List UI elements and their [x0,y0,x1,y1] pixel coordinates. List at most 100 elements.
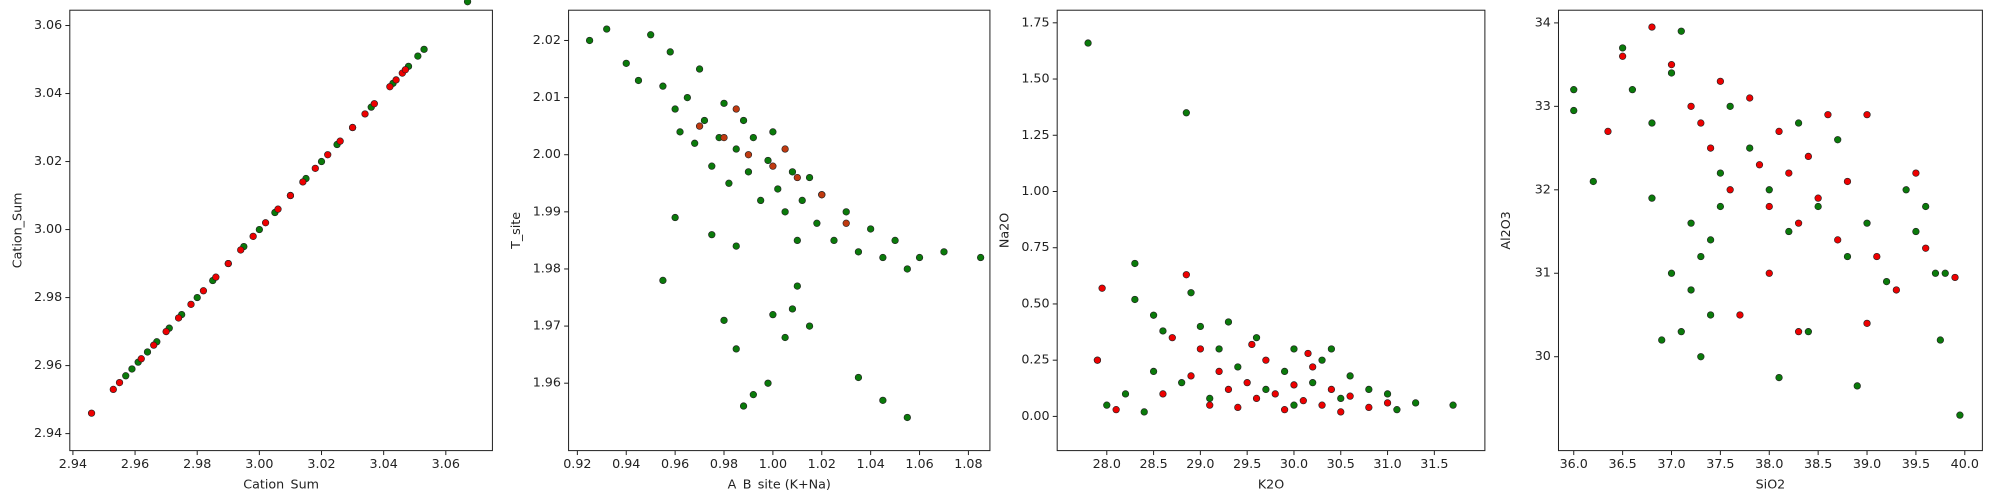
x-tick-label: 3.00 [245,456,273,471]
point [781,333,789,342]
y-tick-label: 1.99 [533,203,561,218]
y-axis-label: Na2O [997,213,1012,248]
x-tick-label: 1.02 [808,456,836,471]
y-tick-label: 3.04 [34,85,62,100]
point [311,164,319,172]
point [1628,86,1637,94]
y-tick-label: 2.00 [533,146,561,161]
point [732,345,740,353]
x-tick-label: 37.5 [1706,456,1734,471]
point [1248,340,1256,349]
x-axis-label: A_B_site (K+Na) [728,476,831,490]
x-tick-label: 1.00 [759,456,787,471]
y-axis-label: Al2O3 [1498,211,1513,249]
point [255,225,263,234]
point [1677,328,1685,336]
point [1697,119,1705,127]
point [854,373,863,382]
point [659,276,667,285]
point [1337,408,1345,416]
point [764,156,772,165]
point [1775,373,1783,382]
point [720,316,728,324]
x-axis-label: SiO2 [1756,476,1786,490]
point [1098,284,1106,292]
point [286,191,295,200]
point [1206,394,1214,403]
point [1121,390,1130,398]
axes-frame [568,9,991,452]
point [1449,401,1457,409]
x-tick-label: 2.98 [183,456,211,471]
point [1159,327,1167,335]
axes-frame [1557,9,1983,452]
x-tick-label: 28.5 [1139,456,1167,471]
point [1318,401,1326,409]
y-tick-label: 1.75 [1021,14,1049,29]
point [1304,349,1312,358]
point [1667,69,1676,77]
point [1785,227,1793,236]
point [1327,385,1336,394]
x-tick-label: 39.5 [1902,456,1930,471]
point [128,365,136,373]
point [1765,269,1773,277]
point [1365,403,1373,412]
y-tick-label: 1.97 [533,318,561,333]
y-tick-label: 33 [1535,98,1551,113]
point [813,219,821,227]
x-tick-label: 3.06 [432,456,460,471]
point [1159,390,1167,398]
point [671,213,679,222]
point [1697,353,1705,361]
point [749,391,757,399]
point [1804,152,1812,161]
point [299,178,307,186]
point [757,196,765,205]
point [87,409,96,417]
point [1290,381,1298,389]
x-tick-label: 28.0 [1093,456,1121,471]
point [1234,363,1242,371]
point [842,219,850,227]
point [867,225,875,233]
point [1570,86,1578,94]
point [1706,236,1715,244]
point [1931,269,1940,277]
point [1149,311,1158,319]
point [732,105,740,113]
point [1902,186,1910,194]
point [1131,295,1139,304]
x-tick-label: 38.5 [1804,456,1832,471]
point [788,305,797,313]
point [585,36,594,45]
y-tick-label: 31 [1535,265,1551,280]
point [769,311,777,319]
point [274,205,282,213]
point [1804,328,1812,336]
point [1648,119,1656,127]
point [818,191,826,199]
point [1912,227,1920,236]
y-tick-label: 3.00 [34,221,62,236]
point [1393,406,1401,414]
point [1280,406,1289,414]
point [1290,401,1298,409]
x-tick-label: 29.0 [1186,456,1214,471]
point [788,168,797,176]
point [1687,286,1695,294]
x-tick-label: 2.94 [59,456,87,471]
point [1755,161,1764,169]
y-tick-label: 1.50 [1021,71,1049,86]
point [1182,109,1190,117]
point [1912,169,1920,177]
point [1234,403,1242,412]
point [793,173,801,182]
x-tick-label: 2.96 [121,456,149,471]
point [700,116,709,125]
point [1882,277,1891,286]
y-tick-label: 0.50 [1021,295,1049,310]
y-tick-label: 3.06 [34,17,62,32]
point [603,25,611,33]
x-tick-label: 37.0 [1657,456,1685,471]
